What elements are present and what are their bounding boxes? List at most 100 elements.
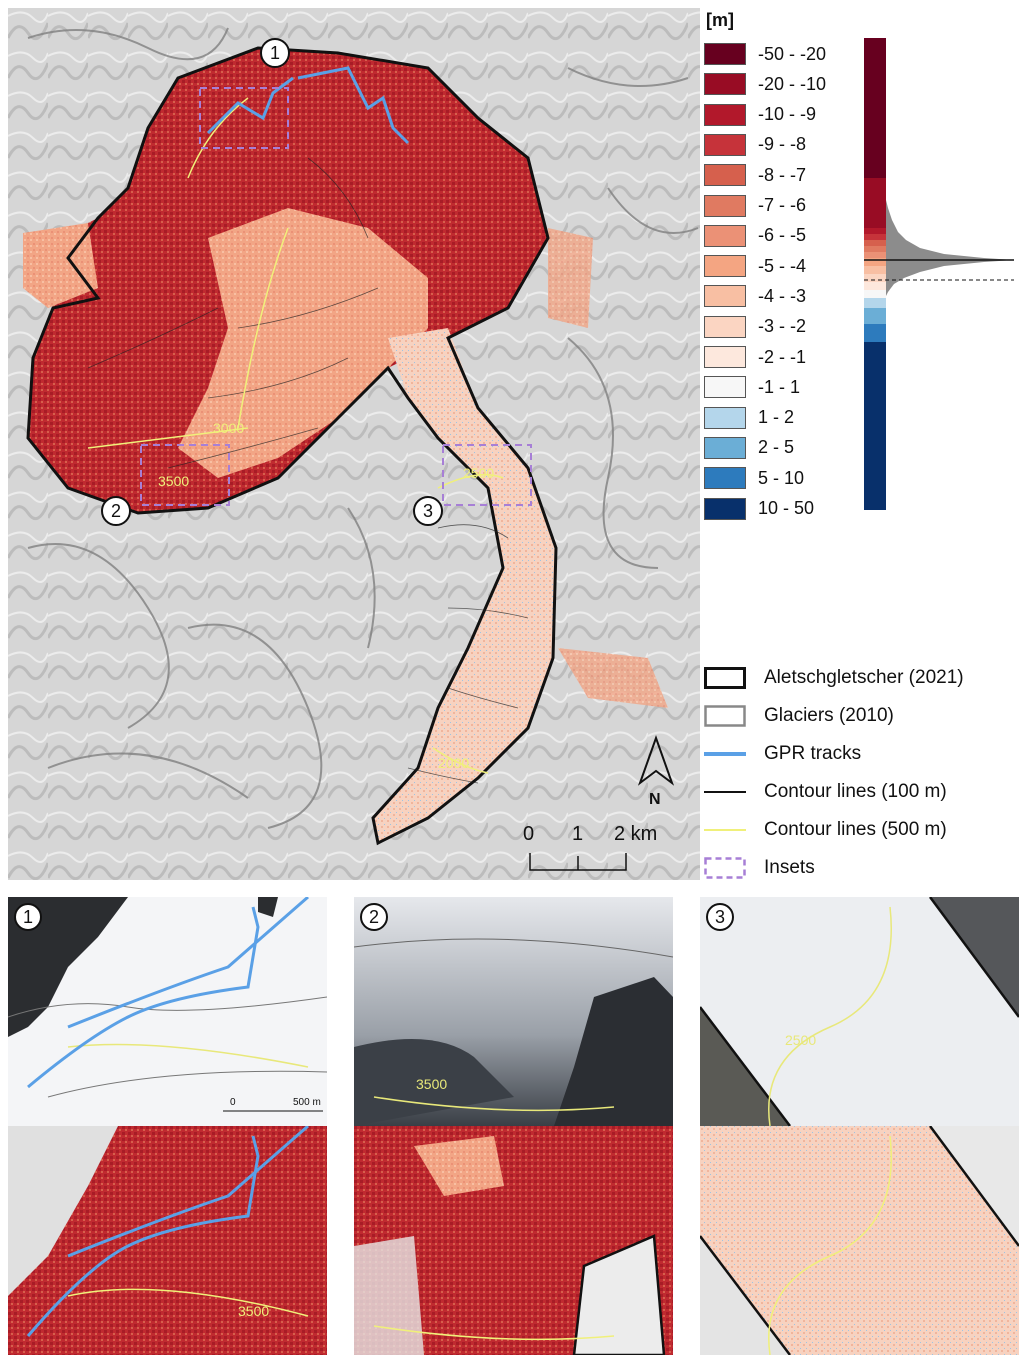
- inset-3-number: 3: [706, 903, 734, 931]
- inset-2-number: 2: [360, 903, 388, 931]
- callout-1: 1: [260, 38, 290, 68]
- legend-class-row: 1 - 2: [704, 406, 794, 430]
- legend-symbol-row: Insets: [704, 853, 815, 883]
- colorbar-band: [864, 290, 886, 298]
- legend-swatch: [704, 497, 746, 520]
- contour-label-3000: 3000: [213, 420, 244, 436]
- legend-class-row: -5 - -4: [704, 254, 806, 278]
- legend-class-label: -20 - -10: [758, 73, 827, 94]
- legend-symbol-label: Insets: [764, 857, 815, 878]
- legend-class-label: -9 - -8: [758, 134, 807, 155]
- legend-class-label: 5 - 10: [758, 467, 805, 488]
- inset-2-imagery: 3500: [354, 897, 673, 1126]
- inset-1-number: 1: [14, 903, 42, 931]
- inset-2-dem-difference: [354, 1126, 673, 1355]
- legend-class-row: 10 - 50: [704, 497, 814, 521]
- legend-symbol-row: Contour lines (500 m): [704, 815, 947, 845]
- legend-swatch: [704, 376, 746, 399]
- legend-symbol-label: Contour lines (100 m): [764, 781, 947, 802]
- legend-class-row: 5 - 10: [704, 466, 804, 490]
- legend-symbol-row: Contour lines (100 m): [704, 777, 947, 807]
- legend-class-row: -50 - -20: [704, 42, 826, 66]
- line-yellow-icon: [704, 819, 746, 841]
- north-label: N: [649, 791, 661, 808]
- colorbar-band: [864, 38, 886, 178]
- colorbar-band: [864, 282, 886, 290]
- legend-class-row: -8 - -7: [704, 163, 806, 187]
- legend-symbol-label: Contour lines (500 m): [764, 819, 947, 840]
- legend-symbol-label: GPR tracks: [764, 743, 862, 764]
- legend-swatch: [704, 436, 746, 459]
- colorbar-band: [864, 246, 886, 252]
- legend-class-row: -7 - -6: [704, 194, 806, 218]
- colorbar-band: [864, 298, 886, 308]
- contour-label-2500: 2500: [463, 465, 494, 481]
- legend-class-label: -1 - 1: [758, 376, 801, 397]
- legend-class-row: -3 - -2: [704, 315, 806, 339]
- histogram: [864, 200, 1014, 296]
- inset-1-imagery: 0 500 m: [8, 897, 327, 1126]
- colorbar-band: [864, 252, 886, 258]
- contour-label-2000: 2000: [438, 755, 469, 771]
- inset-3-contour-label: 2500: [785, 1032, 816, 1048]
- outline-box-gray-icon: [704, 705, 746, 727]
- legend-class-label: -5 - -4: [758, 255, 807, 276]
- colorbar-band: [864, 240, 886, 246]
- callout-3: 3: [413, 496, 443, 526]
- legend-class-row: -6 - -5: [704, 224, 806, 248]
- legend-class-label: -7 - -6: [758, 195, 807, 215]
- inset-2[interactable]: 3500 2: [354, 897, 673, 1355]
- inset-1-scale-0: 0: [230, 1097, 236, 1108]
- legend-class-label: -8 - -7: [758, 164, 807, 185]
- colorbar-band: [864, 228, 886, 234]
- legend-class-label: 10 - 50: [758, 498, 815, 518]
- legend-class-row: -20 - -10: [704, 72, 826, 96]
- legend-class-row: -1 - 1: [704, 375, 800, 399]
- contour-label-3500: 3500: [158, 473, 189, 489]
- inset-3-imagery: 2500: [700, 897, 1019, 1126]
- legend-swatch: [704, 255, 746, 278]
- inset-2-contour-label: 3500: [416, 1076, 447, 1092]
- inset-1-contour-label: 3500: [238, 1303, 269, 1319]
- legend-class-row: -2 - -1: [704, 345, 806, 369]
- legend-class-label: -3 - -2: [758, 316, 807, 337]
- scale-tick-2: 2 km: [614, 823, 657, 845]
- aletschgletscher-outline: [26, 46, 558, 846]
- colorbar-band: [864, 342, 886, 510]
- legend-swatch: [704, 133, 746, 156]
- inset-1[interactable]: 0 500 m 3500 1: [8, 897, 327, 1355]
- legend-swatch: [704, 194, 746, 217]
- legend-class-label: -6 - -5: [758, 225, 807, 246]
- legend-swatch: [704, 224, 746, 247]
- colorbar-band: [864, 234, 886, 240]
- colorbar-band: [864, 266, 886, 274]
- legend-swatch: [704, 346, 746, 368]
- inset-1-dem-difference: 3500: [8, 1126, 327, 1355]
- colorbar-band: [864, 178, 886, 228]
- dashed-box-purple-icon: [704, 857, 746, 879]
- scale-bar: 0 1 2 km: [523, 823, 657, 871]
- inset-3[interactable]: 2500 3: [700, 897, 1019, 1355]
- colorbar-band: [864, 308, 886, 324]
- legend-swatch: [704, 73, 746, 96]
- line-blue-icon: [704, 743, 746, 765]
- legend-swatch: [704, 315, 746, 338]
- legend-class-label: -10 - -9: [758, 104, 817, 125]
- map-canvas: 3000 3500 2500 2000 N 0 1 2 km: [8, 8, 700, 880]
- colorbar: [864, 38, 886, 510]
- legend-class-label: -50 - -20: [758, 43, 827, 64]
- legend-class-label: -2 - -1: [758, 346, 807, 367]
- legend-swatch: [704, 43, 746, 65]
- inset-1-scale-1: 500 m: [293, 1097, 321, 1108]
- legend-swatch: [704, 164, 746, 187]
- legend-swatch: [704, 406, 746, 429]
- callout-2: 2: [101, 496, 131, 526]
- legend-class-row: 2 - 5: [704, 436, 794, 460]
- main-map[interactable]: 3000 3500 2500 2000 N 0 1 2 km 1 2 3: [8, 8, 700, 880]
- legend-class-row: -9 - -8: [704, 133, 806, 157]
- colorbar-band: [864, 274, 886, 282]
- legend-class-row: -10 - -9: [704, 103, 816, 127]
- legend-symbol-label: Glaciers (2010): [764, 705, 894, 726]
- outline-box-black-icon: [704, 667, 746, 689]
- north-arrow-icon: N: [637, 735, 675, 808]
